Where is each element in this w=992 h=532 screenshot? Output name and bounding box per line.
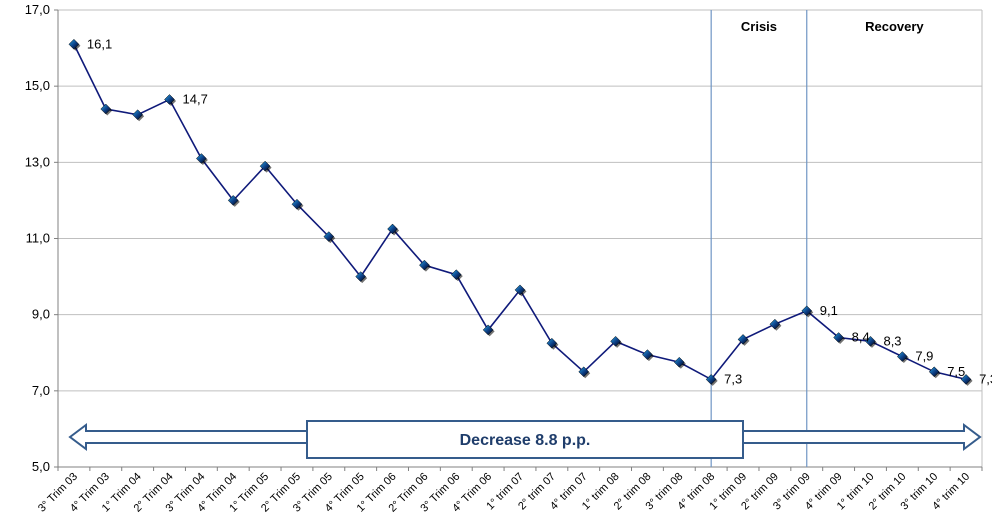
y-tick-label: 9,0 [32, 307, 50, 322]
data-label: 16,1 [87, 36, 112, 51]
data-point [164, 94, 177, 106]
marker-diamond [323, 231, 335, 242]
data-point [865, 335, 877, 348]
data-point [196, 153, 208, 166]
data-point [833, 332, 846, 345]
region-dividers [710, 10, 808, 467]
data-label: 7,3 [979, 371, 992, 386]
marker-diamond [673, 356, 685, 368]
marker-diamond [482, 324, 494, 336]
data-point [610, 335, 623, 348]
data-point [705, 374, 718, 386]
marker-diamond [546, 337, 558, 349]
y-tick-label: 7,0 [32, 383, 50, 398]
x-tick-labels: 3° Trim 034° Trim 031° Trim 042° Trim 04… [36, 471, 972, 515]
data-point [132, 109, 145, 122]
data-label: 7,9 [915, 349, 933, 364]
marker-diamond [100, 103, 112, 115]
data-point [546, 337, 559, 350]
marker-diamond [355, 271, 367, 282]
data-point [737, 334, 750, 346]
y-tick-label: 15,0 [25, 78, 50, 93]
y-tick-label: 17,0 [25, 2, 50, 17]
data-point [450, 269, 463, 282]
marker-diamond [769, 318, 781, 330]
data-point [514, 284, 527, 297]
data-point [482, 324, 495, 337]
data-point [227, 195, 240, 207]
region-label-recovery: Recovery [865, 19, 924, 34]
marker-diamond [928, 366, 940, 378]
gridlines [58, 9, 983, 467]
data-point [769, 318, 782, 331]
data-point [355, 271, 368, 284]
data-point [100, 103, 113, 116]
data-point [323, 231, 336, 244]
marker-diamond [387, 223, 398, 235]
data-point [419, 259, 431, 272]
y-tick-label: 13,0 [25, 154, 50, 169]
data-point [642, 349, 654, 362]
data-point [387, 223, 400, 236]
marker-diamond [642, 349, 653, 361]
marker-diamond [196, 153, 207, 164]
y-tick-labels: 5,0 7,0 9,0 11,0 13,0 15,0 17,0 [25, 2, 50, 474]
annotation-box [306, 420, 744, 459]
region-labels: Crisis Recovery [741, 19, 925, 34]
data-point [291, 198, 304, 211]
decrease-annotation: Decrease 8.8 p.p. [460, 432, 591, 449]
data-label: 8,4 [852, 330, 870, 345]
marker-diamond [705, 374, 717, 385]
marker-diamond [610, 335, 621, 347]
data-label: 9,1 [820, 303, 838, 318]
y-tick-label: 5,0 [32, 459, 50, 474]
marker-diamond [132, 109, 144, 121]
data-label: 14,7 [183, 91, 208, 106]
marker-diamond [960, 374, 972, 385]
data-labels: 16,1 14,7 7,3 9,1 8,4 8,3 7,9 7,5 7,3 [87, 36, 992, 386]
marker-diamond [68, 38, 80, 50]
marker-diamond [578, 366, 590, 378]
marker-diamond [514, 284, 526, 296]
region-label-crisis: Crisis [741, 19, 777, 34]
marker-diamond [801, 305, 813, 317]
data-point [259, 160, 272, 173]
marker-diamond [227, 195, 239, 206]
axes [54, 9, 983, 471]
marker-diamond [737, 334, 749, 345]
data-point [801, 305, 814, 318]
y-tick-label: 11,0 [26, 231, 50, 246]
marker-diamond [419, 259, 430, 271]
marker-diamond [896, 351, 908, 362]
data-label: 8,3 [883, 333, 901, 348]
data-point [578, 366, 591, 379]
data-point [928, 366, 941, 379]
marker-diamond [865, 335, 876, 347]
data-point [68, 38, 81, 51]
marker-diamond [833, 332, 844, 343]
decrease-arrow [68, 420, 982, 459]
marker-diamond [164, 94, 175, 105]
marker-diamond [450, 269, 462, 281]
marker-diamond [291, 198, 303, 210]
data-label: 7,5 [947, 364, 965, 379]
data-point [673, 356, 686, 369]
series-markers [68, 38, 973, 386]
data-point [896, 351, 909, 364]
marker-diamond [259, 160, 271, 172]
data-label: 7,3 [724, 371, 742, 386]
data-point [960, 374, 973, 386]
